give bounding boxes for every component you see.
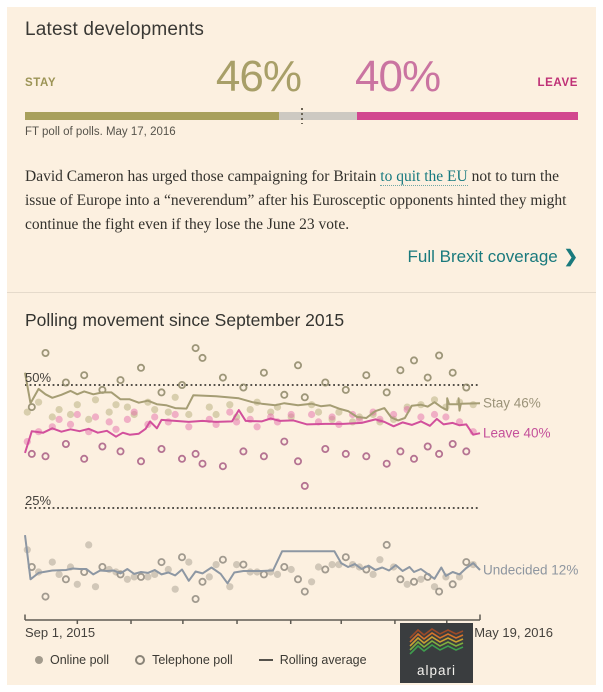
- leave-bar-segment: [356, 112, 578, 120]
- poll-tracker-panel: Latest developments STAY LEAVE 46% 40% F…: [7, 7, 596, 685]
- leave-label: LEAVE: [537, 77, 578, 89]
- svg-text:50%: 50%: [25, 370, 51, 385]
- x-axis-end-label: May 19, 2016: [474, 625, 553, 640]
- legend-label: Rolling average: [279, 653, 367, 667]
- stay-label: STAY: [25, 77, 57, 89]
- article-text-after: not to turn the issue of Europe into a “…: [25, 167, 567, 233]
- legend-label: Telephone poll: [152, 653, 233, 667]
- stay-bar-segment: [25, 112, 280, 120]
- rolling-average-line-icon: [258, 659, 273, 661]
- legend-item-telephone-poll: Telephone poll: [135, 653, 233, 667]
- article-text-before: David Cameron has urged those campaignin…: [25, 167, 381, 185]
- legend-item-online-poll: Online poll: [35, 653, 109, 667]
- alpari-logo-text: alpari: [416, 663, 457, 678]
- full-brexit-coverage-link[interactable]: Full Brexit coverage ❯: [408, 247, 578, 267]
- leave-percentage: 40%: [355, 52, 441, 101]
- section-divider: [7, 292, 596, 293]
- majority-marker: [300, 108, 303, 124]
- article-paragraph: David Cameron has urged those campaignin…: [25, 165, 581, 237]
- undecided-bar-segment: [279, 112, 357, 120]
- svg-text:Undecided 12%: Undecided 12%: [483, 563, 578, 578]
- svg-text:Stay 46%: Stay 46%: [483, 396, 541, 411]
- legend-item-rolling-average: Rolling average: [258, 653, 367, 667]
- chart-title: Polling movement since September 2015: [25, 310, 345, 330]
- section-title: Latest developments: [25, 19, 205, 40]
- quit-eu-link[interactable]: to quit the EU: [380, 167, 468, 186]
- chevron-right-icon: ❯: [563, 247, 578, 266]
- x-axis-start-label: Sep 1, 2015: [25, 625, 96, 640]
- chart-legend: Online poll Telephone poll Rolling avera…: [35, 653, 367, 667]
- poll-of-polls-bar: [25, 108, 578, 124]
- alpari-mountains-icon: [409, 628, 464, 655]
- alpari-logo[interactable]: alpari: [400, 623, 473, 683]
- legend-label: Online poll: [50, 653, 110, 667]
- stay-percentage: 46%: [215, 52, 302, 101]
- svg-text:Leave 40%: Leave 40%: [483, 426, 551, 441]
- coverage-link-label: Full Brexit coverage: [407, 247, 558, 266]
- telephone-poll-ring-icon: [135, 655, 146, 665]
- svg-text:25%: 25%: [25, 493, 51, 508]
- poll-caption: FT poll of polls. May 17, 2016: [25, 126, 176, 138]
- poll-chart: Stay 46% Leave 40% Undecided 12% 50% 25%: [23, 344, 578, 624]
- online-poll-dot-icon: [35, 656, 43, 664]
